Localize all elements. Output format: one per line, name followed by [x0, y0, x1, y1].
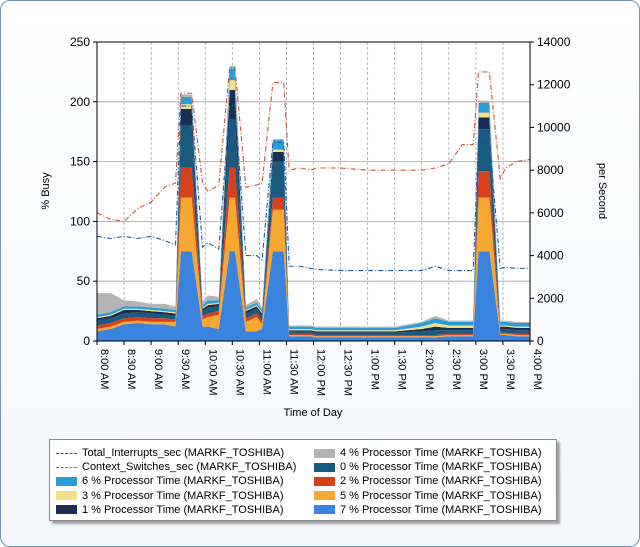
area-0-processor-time: [97, 119, 530, 336]
legend-label: 4 % Processor Time (MARKF_TOSHIBA): [340, 447, 542, 460]
legend-item: Context_Switches_sec (MARKF_TOSHIBA): [56, 460, 296, 474]
x-tick-label: 2:30 PM: [450, 349, 462, 390]
axis-layer: 8:00 AM 8:30 AM 9:00 AM 9:30 AM 10:00 AM 10:3…: [70, 35, 571, 396]
x-tick-label: 8:00 AM: [98, 349, 110, 389]
line-total_interrupts_sec: [96, 105, 530, 272]
x-tick-label: 8:30 AM: [125, 349, 137, 389]
y-tick-label-left: 100: [70, 214, 90, 228]
legend-item: 0 % Processor Time (MARKF_TOSHIBA): [314, 460, 542, 474]
x-tick-label: 11:30 AM: [287, 349, 299, 395]
legend-label: 3 % Processor Time (MARKF_TOSHIBA): [82, 489, 284, 502]
x-axis-title: Time of Day: [284, 407, 343, 419]
legend-label: 0 % Processor Time (MARKF_TOSHIBA): [340, 461, 542, 474]
legend-label: Context_Switches_sec (MARKF_TOSHIBA): [82, 461, 297, 474]
legend-swatch: [56, 505, 77, 515]
legend-swatch: [314, 462, 335, 472]
legend-item: 4 % Processor Time (MARKF_TOSHIBA): [314, 446, 542, 460]
x-tick-label: 9:30 AM: [179, 349, 191, 389]
y-tick-label-right: 8000: [537, 163, 564, 177]
y-tick-label-right: 12000: [537, 78, 571, 92]
legend-swatch: [314, 491, 335, 501]
y-tick-label-left: 200: [70, 95, 90, 109]
legend-swatch: [56, 491, 77, 501]
y-tick-label-left: 250: [70, 35, 90, 49]
legend-column-right: 4 % Processor Time (MARKF_TOSHIBA) 0 % Pr…: [314, 446, 542, 517]
y-tick-label-left: 150: [70, 155, 90, 169]
x-tick-label: 12:00 PM: [315, 349, 327, 396]
x-tick-label: 10:00 AM: [206, 349, 218, 395]
y-tick-label-right: 0: [537, 334, 544, 348]
x-tick-label: 10:30 AM: [233, 349, 245, 395]
legend-label: 1 % Processor Time (MARKF_TOSHIBA): [82, 503, 284, 516]
legend-column-left: Total_Interrupts_sec (MARKF_TOSHIBA) Cont…: [56, 446, 296, 517]
legend-item: 1 % Processor Time (MARKF_TOSHIBA): [56, 503, 296, 517]
y-tick-label-right: 4000: [537, 249, 564, 263]
x-tick-label: 9:00 AM: [152, 349, 164, 389]
legend-swatch: [314, 448, 335, 458]
legend-item: 2 % Processor Time (MARKF_TOSHIBA): [314, 474, 542, 488]
area-7-processor-time: [97, 251, 530, 341]
legend-label: 2 % Processor Time (MARKF_TOSHIBA): [340, 475, 542, 488]
x-tick-label: 1:00 PM: [369, 349, 381, 390]
legend-item: 3 % Processor Time (MARKF_TOSHIBA): [56, 489, 296, 503]
legend-label: 7 % Processor Time (MARKF_TOSHIBA): [340, 503, 542, 516]
legend-label: 5 % Processor Time (MARKF_TOSHIBA): [340, 489, 542, 502]
area-layer: [97, 65, 530, 341]
line-layer: [96, 67, 531, 272]
legend-item: 7 % Processor Time (MARKF_TOSHIBA): [314, 503, 542, 517]
x-tick-label: 3:30 PM: [504, 349, 516, 390]
area-2-processor-time: [97, 167, 530, 337]
y-axis-right-title: per Second: [596, 163, 608, 219]
y-tick-label-right: 6000: [537, 206, 564, 220]
y-tick-label-right: 14000: [537, 35, 571, 49]
y-tick-label-right: 10000: [537, 120, 571, 134]
y-tick-label-right: 2000: [537, 291, 564, 305]
legend: Total_Interrupts_sec (MARKF_TOSHIBA) Cont…: [49, 439, 557, 521]
plot-area: [97, 42, 530, 341]
x-tick-label: 11:00 AM: [260, 349, 272, 395]
legend-item: 5 % Processor Time (MARKF_TOSHIBA): [314, 489, 542, 503]
x-tick-label: 4:00 PM: [531, 349, 543, 390]
grid-layer: [97, 42, 530, 341]
legend-swatch: [56, 466, 77, 468]
area-5-processor-time: [97, 197, 530, 338]
y-tick-label-left: 0: [83, 334, 90, 348]
x-tick-label: 3:00 PM: [477, 349, 489, 390]
legend-item: Total_Interrupts_sec (MARKF_TOSHIBA): [56, 446, 296, 460]
legend-swatch: [314, 505, 335, 515]
legend-label: 6 % Processor Time (MARKF_TOSHIBA): [82, 475, 284, 488]
x-tick-label: 12:30 PM: [342, 349, 354, 396]
x-tick-label: 2:00 PM: [423, 349, 435, 390]
legend-swatch: [56, 476, 77, 486]
legend-swatch: [314, 476, 335, 486]
x-tick-label: 1:30 PM: [396, 349, 408, 390]
legend-item: 6 % Processor Time (MARKF_TOSHIBA): [56, 474, 296, 488]
legend-label: Total_Interrupts_sec (MARKF_TOSHIBA): [82, 447, 285, 460]
legend-swatch: [56, 452, 77, 454]
y-tick-label-left: 50: [77, 274, 91, 288]
line-context_switches_sec: [96, 67, 531, 222]
y-axis-left-title: % Busy: [40, 172, 52, 210]
